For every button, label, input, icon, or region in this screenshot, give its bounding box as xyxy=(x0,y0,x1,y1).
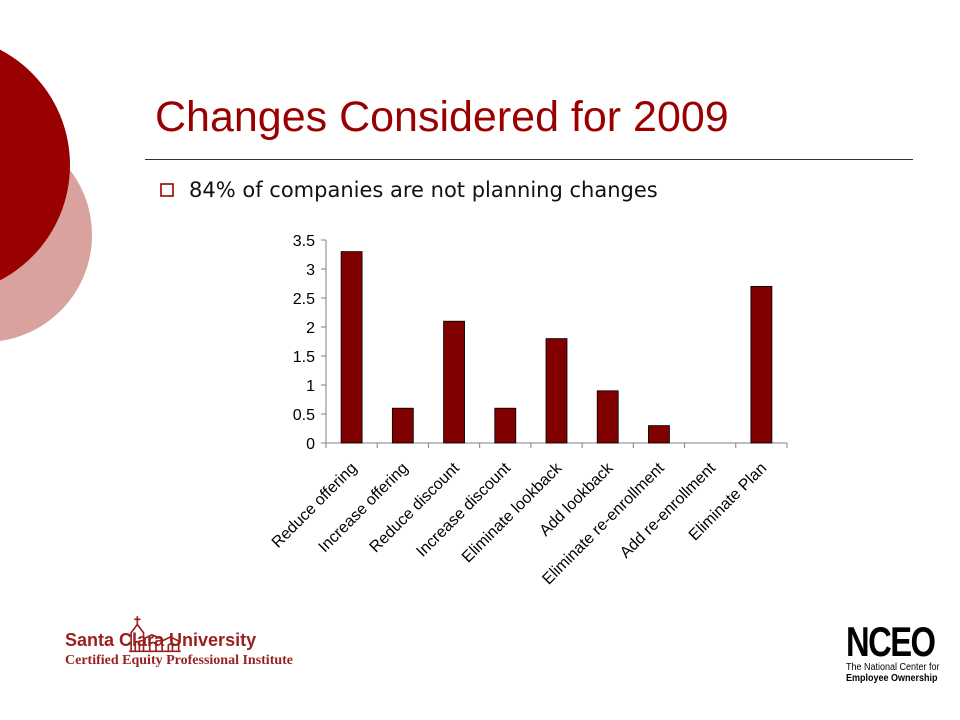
y-tick-label: 1 xyxy=(306,378,315,395)
nceo-logo: NCEO The National Center for Employee Ow… xyxy=(846,618,942,685)
bar xyxy=(443,320,465,444)
bar xyxy=(750,285,773,444)
y-tick-label: 3.5 xyxy=(293,233,315,250)
bar xyxy=(391,407,414,444)
scu-logo-subtitle: Certified Equity Professional Institute xyxy=(65,653,294,668)
bar xyxy=(545,338,568,444)
title-divider xyxy=(145,159,913,160)
x-category-label: Add re-enrollment xyxy=(617,459,719,561)
x-category-label: Eliminate lookback xyxy=(459,459,566,566)
slide-title: Changes Considered for 2009 xyxy=(155,93,729,141)
decor-circle-dark xyxy=(0,49,70,281)
bullet-text: 84% of companies are not planning change… xyxy=(189,178,658,202)
y-tick-label: 0.5 xyxy=(293,407,315,424)
nceo-logo-line1: The National Center for xyxy=(846,662,940,673)
bar xyxy=(648,425,670,444)
scu-logo-name: Santa Clara University xyxy=(65,630,257,650)
bullet-item: 84% of companies are not planning change… xyxy=(160,174,658,206)
mission-logo-icon xyxy=(129,616,181,653)
y-tick-label: 2 xyxy=(306,320,315,337)
y-tick-label: 3 xyxy=(306,262,315,279)
bar xyxy=(596,390,619,444)
y-tick-label: 1.5 xyxy=(293,349,315,366)
y-tick-label: 0 xyxy=(306,436,315,453)
bar xyxy=(340,251,363,444)
x-category-label: Reduce discount xyxy=(367,459,464,556)
x-category-label: Increase discount xyxy=(413,459,514,560)
bar xyxy=(494,407,517,444)
nceo-logo-line2: Employee Ownership xyxy=(846,673,938,684)
y-tick-label: 2.5 xyxy=(293,291,315,308)
chart-bars xyxy=(340,251,773,444)
nceo-logo-mark: NCEO xyxy=(846,618,936,665)
square-bullet-icon xyxy=(160,183,174,197)
x-category-label: Increase offering xyxy=(316,460,412,556)
x-category-label: Reduce offering xyxy=(269,460,361,552)
